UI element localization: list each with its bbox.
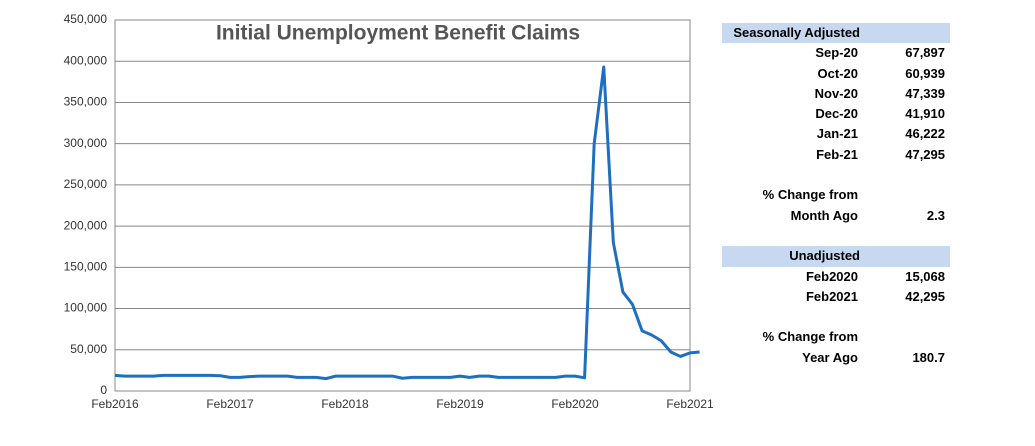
side-table: Seasonally Adjusted Sep-20 67,897 Oct-20 60,… <box>722 23 950 368</box>
table-row: Nov-20 47,339 <box>722 84 950 104</box>
row-value: 15,068 <box>905 268 945 284</box>
row-label: Feb2021 <box>805 288 858 304</box>
spacer <box>722 165 950 185</box>
row-value: 60,939 <box>905 65 945 81</box>
y-tick-label: 350,000 <box>64 95 108 109</box>
row-value: 47,339 <box>905 85 945 101</box>
y-tick-label: 450,000 <box>64 12 108 26</box>
table-row: % Change from <box>722 327 950 347</box>
spacer <box>722 226 950 246</box>
y-tick-label: 250,000 <box>64 177 108 191</box>
x-tick-label: Feb2017 <box>206 397 254 411</box>
row-value: 180.7 <box>912 349 945 365</box>
table-row: Month Ago 2.3 <box>722 206 950 226</box>
y-tick-label: 400,000 <box>64 53 108 67</box>
row-value: 42,295 <box>905 288 945 304</box>
y-tick-label: 50,000 <box>70 342 107 356</box>
x-tick-label: Feb2021 <box>666 397 714 411</box>
table-row: Oct-20 60,939 <box>722 64 950 84</box>
x-tick-label: Feb2016 <box>91 397 139 411</box>
row-label: Sep-20 <box>815 45 858 61</box>
table-row: Feb-21 47,295 <box>722 145 950 165</box>
row-value: 41,910 <box>905 106 945 122</box>
y-tick-label: 200,000 <box>64 218 108 232</box>
section-header: Seasonally Adjusted <box>722 23 950 44</box>
row-label: Month Ago <box>790 207 858 223</box>
table-row: % Change from <box>722 185 950 205</box>
row-label: Year Ago <box>802 349 858 365</box>
row-value: 46,222 <box>905 126 945 142</box>
x-tick-label: Feb2019 <box>436 397 484 411</box>
row-label: Oct-20 <box>817 65 858 81</box>
y-tick-label: 300,000 <box>64 136 108 150</box>
row-value: 47,295 <box>905 146 945 162</box>
line-series <box>114 65 700 381</box>
row-value <box>858 327 945 347</box>
y-tick-label: 100,000 <box>64 301 108 315</box>
y-tick-label: 150,000 <box>64 260 108 274</box>
row-label: Feb-21 <box>816 146 858 162</box>
x-tick-label: Feb2018 <box>321 397 369 411</box>
row-label: % Change from <box>762 187 858 203</box>
chart: Initial Unemployment Benefit Claims 0 50,… <box>64 12 714 411</box>
row-label: Feb2020 <box>805 268 858 284</box>
section-header: Unadjusted <box>722 246 950 267</box>
table-row: Feb2020 15,068 <box>722 267 950 287</box>
spacer <box>722 307 950 327</box>
table-row: Feb2021 42,295 <box>722 287 950 307</box>
y-tick-label: 0 <box>100 383 107 397</box>
table-row: Dec-20 41,910 <box>722 104 950 124</box>
chart-title: Initial Unemployment Benefit Claims <box>216 22 580 45</box>
row-label: Dec-20 <box>815 106 858 122</box>
row-value <box>858 185 945 205</box>
row-label: Jan-21 <box>816 126 858 142</box>
row-value: 67,897 <box>905 45 945 61</box>
table-row: Jan-21 46,222 <box>722 124 950 144</box>
row-value: 2.3 <box>926 207 945 223</box>
row-label: % Change from <box>762 329 858 345</box>
row-label: Nov-20 <box>814 85 858 101</box>
plot-area <box>114 19 691 392</box>
table-row: Year Ago 180.7 <box>722 348 950 368</box>
x-tick-label: Feb2020 <box>551 397 599 411</box>
table-row: Sep-20 67,897 <box>722 43 950 63</box>
